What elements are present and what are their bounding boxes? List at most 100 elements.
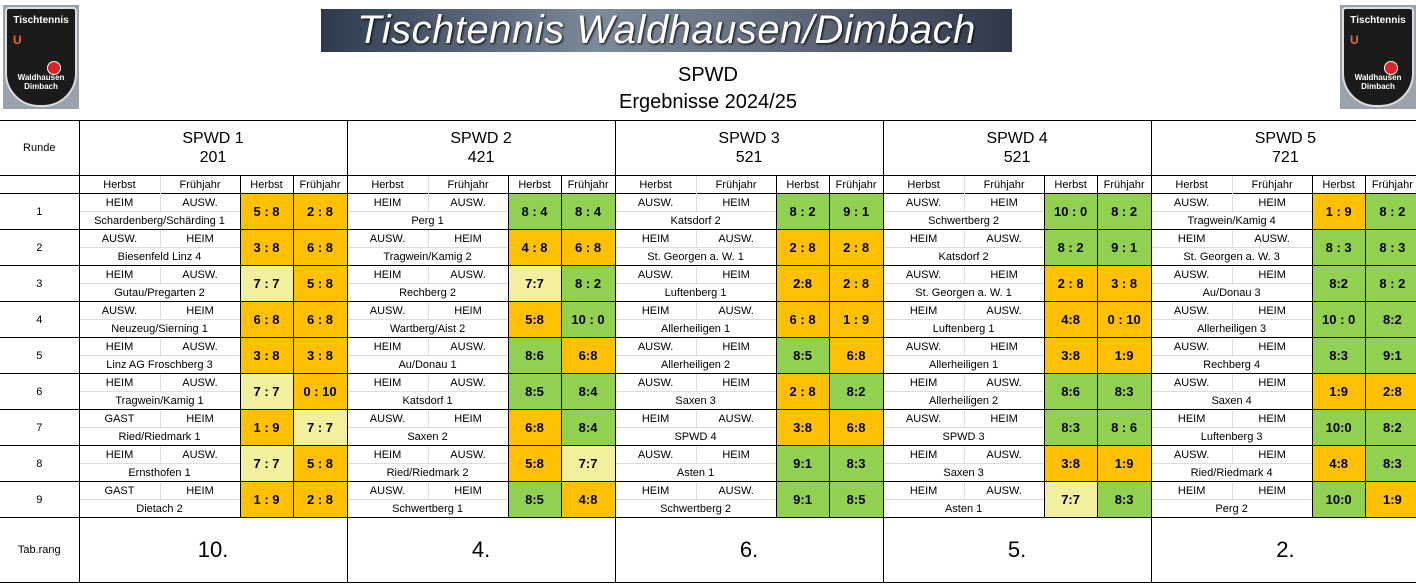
- score-fruehjahr: 8:3: [828, 445, 884, 482]
- col-herbst: Herbst: [882, 175, 965, 194]
- team-header: SPWD 4 521: [882, 120, 1152, 176]
- venue-fruehjahr: AUSW.: [963, 445, 1045, 464]
- round-number: 6: [0, 373, 79, 410]
- col-score-fruehjahr: Frühjahr: [828, 175, 884, 194]
- team-number: 201: [199, 149, 227, 166]
- venue-fruehjahr: AUSW.: [695, 229, 777, 248]
- opponent-name: Wartberg/Aist 2: [346, 319, 509, 338]
- venue-herbst: AUSW.: [1150, 193, 1233, 212]
- opponent-name: Biesenfeld Linz 4: [78, 247, 240, 266]
- opponent-name: SPWD 3: [882, 427, 1045, 446]
- table-rank: 10.: [78, 517, 348, 583]
- score-herbst: 4:8: [1311, 445, 1366, 482]
- score-fruehjahr: 6 : 8: [292, 229, 348, 266]
- venue-herbst: AUSW.: [614, 445, 697, 464]
- round-number: 2: [0, 229, 79, 266]
- venue-herbst: AUSW.: [882, 193, 965, 212]
- venue-fruehjahr: HEIM: [1231, 337, 1313, 356]
- venue-herbst: HEIM: [614, 301, 697, 320]
- col-fruehjahr: Frühjahr: [695, 175, 777, 194]
- col-score-herbst: Herbst: [507, 175, 562, 194]
- venue-herbst: HEIM: [882, 445, 965, 464]
- venue-fruehjahr: AUSW.: [427, 373, 509, 392]
- score-herbst: 3 : 8: [239, 337, 293, 374]
- opponent-name: Rechberg 2: [346, 283, 509, 302]
- score-herbst: 8:6: [1043, 373, 1098, 410]
- score-herbst: 5:8: [507, 445, 562, 482]
- venue-fruehjahr: AUSW.: [159, 193, 240, 212]
- venue-fruehjahr: HEIM: [427, 301, 509, 320]
- table-rank: 4.: [346, 517, 616, 583]
- opponent-name: St. Georgen a. W. 3: [1150, 247, 1313, 266]
- col-fruehjahr: Frühjahr: [1231, 175, 1313, 194]
- opponent-name: Ried/Riedmark 1: [78, 427, 240, 446]
- venue-fruehjahr: HEIM: [695, 337, 777, 356]
- opponent-name: Allerheiligen 2: [882, 391, 1045, 410]
- score-herbst: 2 : 8: [1043, 265, 1098, 302]
- venue-fruehjahr: HEIM: [695, 265, 777, 284]
- col-score-fruehjahr: Frühjahr: [292, 175, 348, 194]
- venue-herbst: AUSW.: [882, 409, 965, 428]
- venue-fruehjahr: AUSW.: [963, 301, 1045, 320]
- venue-herbst: HEIM: [346, 193, 429, 212]
- score-fruehjahr: 8:4: [560, 373, 616, 410]
- opponent-name: Allerheiligen 1: [614, 319, 777, 338]
- venue-fruehjahr: HEIM: [159, 229, 240, 248]
- venue-fruehjahr: AUSW.: [159, 337, 240, 356]
- score-herbst: 8 : 2: [775, 193, 830, 230]
- score-herbst: 7:7: [507, 265, 562, 302]
- score-herbst: 3:8: [1043, 337, 1098, 374]
- score-fruehjahr: 10 : 0: [560, 301, 616, 338]
- score-fruehjahr: 9:1: [1364, 337, 1416, 374]
- venue-herbst: HEIM: [346, 265, 429, 284]
- score-herbst: 5 : 8: [239, 193, 293, 230]
- opponent-name: Rechberg 4: [1150, 355, 1313, 374]
- score-herbst: 8:3: [1043, 409, 1098, 446]
- score-herbst: 7 : 7: [239, 445, 293, 482]
- opponent-name: Allerheiligen 2: [614, 355, 777, 374]
- score-herbst: 2 : 8: [775, 229, 830, 266]
- venue-herbst: HEIM: [614, 229, 697, 248]
- score-fruehjahr: 8:3: [1096, 481, 1152, 518]
- opponent-name: Neuzeug/Sierning 1: [78, 319, 240, 338]
- page-subtitle: Ergebnisse 2024/25: [619, 91, 797, 113]
- venue-fruehjahr: HEIM: [1231, 301, 1313, 320]
- score-herbst: 8:5: [775, 337, 830, 374]
- venue-herbst: HEIM: [78, 373, 160, 392]
- score-herbst: 6 : 8: [775, 301, 830, 338]
- opponent-name: Schardenberg/Schärding 1: [78, 211, 240, 230]
- venue-herbst: AUSW.: [1150, 265, 1233, 284]
- venue-fruehjahr: AUSW.: [695, 409, 777, 428]
- opponent-name: St. Georgen a. W. 1: [614, 247, 777, 266]
- score-fruehjahr: 6 : 8: [292, 301, 348, 338]
- opponent-name: Linz AG Froschberg 3: [78, 355, 240, 374]
- score-fruehjahr: 1:9: [1096, 445, 1152, 482]
- runde-header: Runde: [0, 120, 79, 176]
- score-fruehjahr: 0 : 10: [292, 373, 348, 410]
- score-fruehjahr: 7 : 7: [292, 409, 348, 446]
- venue-herbst: HEIM: [346, 337, 429, 356]
- round-number: 4: [0, 301, 79, 338]
- venue-fruehjahr: HEIM: [695, 193, 777, 212]
- col-herbst: Herbst: [346, 175, 429, 194]
- round-number: 1: [0, 193, 79, 230]
- score-fruehjahr: 9 : 1: [828, 193, 884, 230]
- venue-fruehjahr: HEIM: [695, 445, 777, 464]
- score-herbst: 10:0: [1311, 409, 1366, 446]
- venue-herbst: HEIM: [1150, 409, 1233, 428]
- venue-fruehjahr: HEIM: [159, 301, 240, 320]
- score-herbst: 3 : 8: [239, 229, 293, 266]
- opponent-name: Saxen 3: [614, 391, 777, 410]
- venue-herbst: AUSW.: [1150, 301, 1233, 320]
- team-name: SPWD 5: [1254, 130, 1317, 147]
- col-score-fruehjahr: Frühjahr: [560, 175, 616, 194]
- score-herbst: 9:1: [775, 445, 830, 482]
- score-herbst: 10:0: [1311, 481, 1366, 518]
- venue-fruehjahr: AUSW.: [159, 265, 240, 284]
- score-fruehjahr: 5 : 8: [292, 265, 348, 302]
- venue-fruehjahr: HEIM: [1231, 193, 1313, 212]
